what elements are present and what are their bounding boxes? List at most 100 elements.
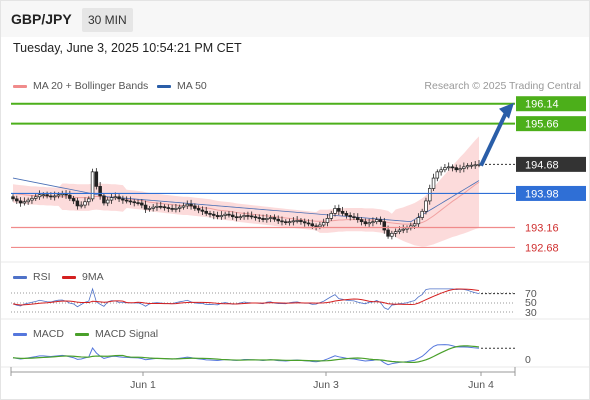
candle	[102, 195, 106, 204]
candle	[26, 199, 30, 203]
candle	[147, 208, 152, 210]
macd-signal-legend-label: MACD Signal	[95, 328, 159, 340]
rsi-swatch	[13, 275, 27, 279]
legend-macd-signal: MACD Signal	[75, 328, 158, 340]
candle	[189, 203, 193, 207]
candle	[465, 165, 470, 168]
candle	[344, 213, 349, 216]
bollinger-band	[13, 136, 479, 247]
timeframe-button[interactable]: 30 MIN	[82, 8, 133, 32]
candle	[174, 208, 178, 210]
candle	[416, 217, 421, 225]
rsi-ma-line	[12, 288, 480, 306]
candle	[318, 224, 322, 228]
candle	[397, 229, 402, 233]
macd-swatch	[13, 332, 27, 336]
candle	[94, 171, 99, 187]
rsi-tick-50: 50	[525, 297, 537, 309]
candle	[333, 208, 337, 214]
candle	[30, 198, 34, 201]
candle	[193, 205, 197, 209]
rsi-line	[12, 287, 480, 310]
ma50-legend-label: MA 50	[177, 80, 207, 92]
candle	[268, 217, 273, 219]
candle	[121, 198, 125, 201]
candle	[363, 221, 368, 225]
candle	[450, 166, 455, 169]
candle	[166, 207, 171, 209]
candle	[155, 205, 159, 208]
candle	[443, 167, 447, 171]
candle	[405, 227, 409, 230]
candle	[257, 217, 262, 219]
resistance-tag	[516, 116, 586, 132]
candle	[177, 206, 182, 209]
level-pivot: 193.98	[11, 185, 586, 201]
candle	[41, 194, 46, 197]
candle	[234, 216, 239, 219]
resistance-label: 196.14	[525, 99, 559, 111]
ma50-swatch	[157, 84, 171, 88]
current-price-label: 194.68	[525, 159, 559, 171]
candle	[45, 194, 49, 197]
candle	[208, 213, 212, 215]
candle	[431, 177, 436, 189]
candle	[352, 216, 356, 219]
candle	[200, 209, 205, 212]
pivot-tag	[516, 185, 586, 201]
candle	[454, 167, 459, 171]
candle	[435, 171, 440, 179]
macd-tick-0: 0	[525, 354, 531, 366]
candle	[18, 200, 23, 204]
candle	[420, 210, 424, 218]
current-price-tag	[516, 156, 586, 172]
candle	[143, 204, 148, 210]
candle	[37, 194, 42, 198]
legend-macd: MACD	[13, 328, 64, 340]
candle	[212, 213, 216, 216]
rsi-tick-70: 70	[525, 288, 537, 300]
pivot-label: 193.98	[525, 188, 559, 200]
macd-signal-swatch	[75, 332, 89, 336]
candle	[295, 220, 299, 222]
level-support: 193.16	[11, 223, 559, 235]
candle	[473, 164, 477, 167]
candle	[439, 169, 443, 173]
candle	[382, 221, 387, 231]
candle	[128, 200, 133, 203]
candle	[22, 201, 27, 204]
macd-legend-label: MACD	[33, 328, 64, 340]
candle	[15, 198, 19, 202]
candle	[401, 228, 405, 231]
candle	[159, 205, 163, 208]
ma20-swatch	[13, 84, 27, 88]
level-resistance: 196.14	[11, 96, 586, 112]
candle	[113, 196, 118, 199]
x-axis: Jun 1 Jun 3 Jun 4	[10, 367, 516, 391]
candle	[64, 193, 68, 196]
candle	[321, 222, 326, 226]
rsi-ma-swatch	[62, 275, 76, 279]
candle	[386, 229, 390, 237]
macd-signal-line	[12, 345, 480, 363]
candle	[325, 218, 330, 223]
candle	[469, 164, 474, 167]
legend-ma20: MA 20 + Bollinger Bands	[13, 80, 148, 92]
candle	[71, 198, 76, 202]
resistance-label: 195.66	[525, 119, 559, 131]
level-support: 192.68	[11, 242, 559, 254]
candle	[337, 208, 341, 212]
candle	[204, 210, 208, 214]
macd-panel: 0	[12, 344, 531, 366]
candle	[276, 218, 280, 222]
candle	[446, 166, 451, 169]
credit-text: Research © 2025 Trading Central	[424, 80, 581, 92]
rsi-tick-30: 30	[525, 307, 537, 319]
candle	[412, 223, 417, 227]
support-label: 192.68	[525, 242, 559, 254]
candle	[52, 195, 57, 198]
candle	[340, 210, 345, 214]
candle	[390, 232, 394, 237]
candle	[302, 221, 307, 224]
